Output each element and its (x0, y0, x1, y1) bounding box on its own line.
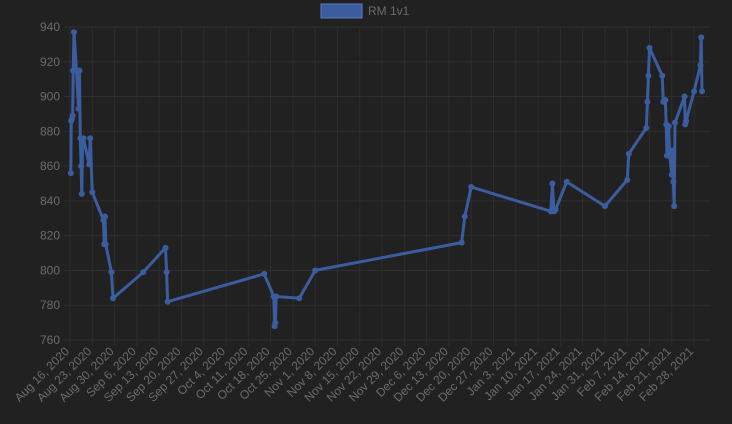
data-point[interactable] (646, 44, 653, 51)
data-point[interactable] (69, 112, 76, 119)
data-point[interactable] (80, 135, 87, 142)
y-tick-label: 800 (40, 263, 60, 277)
data-point[interactable] (458, 239, 465, 246)
data-point[interactable] (645, 72, 652, 79)
y-tick-label: 900 (40, 90, 60, 104)
data-point[interactable] (102, 241, 109, 248)
data-point[interactable] (109, 295, 116, 302)
series-rm-1v1 (67, 29, 706, 330)
data-point[interactable] (273, 293, 280, 300)
data-point[interactable] (697, 62, 704, 69)
data-point[interactable] (691, 88, 698, 95)
data-point[interactable] (563, 178, 570, 185)
y-tick-label: 860 (40, 159, 60, 173)
data-point[interactable] (468, 183, 475, 190)
data-point[interactable] (644, 98, 651, 105)
data-point[interactable] (681, 93, 688, 100)
data-point[interactable] (89, 189, 96, 196)
data-point[interactable] (102, 213, 109, 220)
y-tick-label: 920 (40, 55, 60, 69)
y-tick-label: 880 (40, 124, 60, 138)
data-point[interactable] (86, 161, 93, 168)
data-point[interactable] (624, 177, 631, 184)
data-point[interactable] (666, 152, 673, 159)
data-point[interactable] (699, 88, 706, 95)
data-point[interactable] (76, 67, 83, 74)
data-point[interactable] (601, 203, 608, 210)
data-point[interactable] (671, 203, 678, 210)
y-tick-label: 780 (40, 298, 60, 312)
legend-swatch[interactable] (320, 3, 363, 19)
data-point[interactable] (296, 295, 303, 302)
y-tick-label: 940 (40, 20, 60, 34)
data-point[interactable] (665, 123, 672, 130)
y-tick-label: 840 (40, 194, 60, 208)
data-point[interactable] (668, 171, 675, 178)
data-point[interactable] (108, 269, 115, 276)
data-point[interactable] (67, 170, 74, 177)
data-point[interactable] (261, 270, 268, 277)
data-point[interactable] (75, 105, 82, 112)
data-point[interactable] (461, 213, 468, 220)
data-point[interactable] (683, 117, 690, 124)
legend[interactable]: RM 1v1 (320, 3, 410, 19)
y-tick-label: 760 (40, 333, 60, 347)
data-point[interactable] (162, 244, 169, 251)
series-line (69, 30, 704, 328)
data-point[interactable] (272, 319, 279, 326)
data-point[interactable] (669, 147, 676, 154)
data-point[interactable] (87, 135, 94, 142)
data-point[interactable] (78, 163, 85, 170)
data-point[interactable] (625, 150, 632, 157)
data-point[interactable] (78, 190, 85, 197)
data-point[interactable] (670, 178, 677, 185)
chart-grid (64, 26, 710, 346)
data-point[interactable] (698, 34, 705, 41)
data-point[interactable] (662, 97, 669, 104)
data-point[interactable] (163, 269, 170, 276)
data-point[interactable] (140, 269, 147, 276)
data-point[interactable] (671, 119, 678, 126)
legend-label[interactable]: RM 1v1 (368, 4, 410, 18)
data-point[interactable] (643, 124, 650, 131)
data-point[interactable] (659, 72, 666, 79)
data-point[interactable] (549, 180, 556, 187)
y-tick-label: 820 (40, 229, 60, 243)
data-point[interactable] (164, 298, 171, 305)
data-point[interactable] (552, 206, 559, 213)
data-point[interactable] (70, 29, 77, 36)
data-point[interactable] (312, 267, 319, 274)
y-axis: 760 780 800 820 840 860 880 900 920 940 (40, 20, 60, 347)
